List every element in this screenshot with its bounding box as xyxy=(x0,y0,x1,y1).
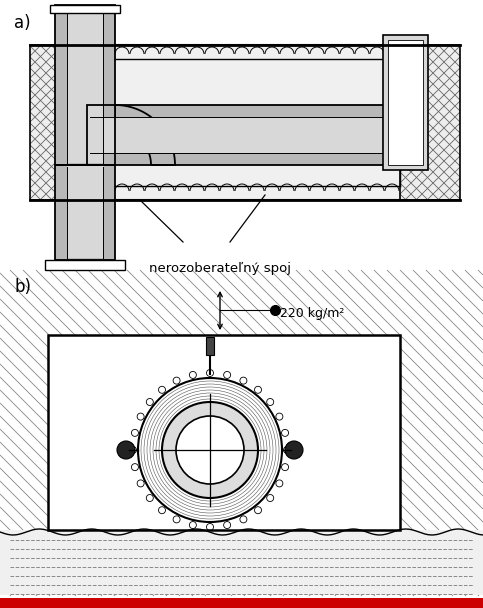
Bar xyxy=(50,5,120,13)
Bar xyxy=(400,45,460,200)
Bar xyxy=(0,530,483,595)
Bar xyxy=(67,5,103,163)
Circle shape xyxy=(162,402,258,498)
Bar xyxy=(85,45,400,200)
Text: a): a) xyxy=(14,14,30,32)
Bar xyxy=(87,105,385,165)
Polygon shape xyxy=(115,105,175,165)
Bar xyxy=(87,105,385,165)
Bar xyxy=(383,35,428,170)
Bar xyxy=(206,337,214,355)
Bar xyxy=(55,165,115,260)
Bar xyxy=(55,165,115,260)
Circle shape xyxy=(117,441,135,459)
Bar xyxy=(55,5,115,165)
Bar xyxy=(0,598,483,608)
Bar xyxy=(30,45,85,200)
Bar xyxy=(30,45,85,200)
Bar xyxy=(67,165,103,258)
Bar xyxy=(388,40,423,165)
Circle shape xyxy=(285,441,303,459)
Text: nerozoberateľný spoj: nerozoberateľný spoj xyxy=(149,262,291,275)
Text: 220 kg/m²: 220 kg/m² xyxy=(280,308,344,320)
Bar xyxy=(45,260,125,270)
Text: b): b) xyxy=(14,278,31,296)
Bar xyxy=(0,270,483,598)
Bar xyxy=(55,5,115,165)
Bar xyxy=(400,45,460,200)
Bar xyxy=(48,335,400,530)
Bar xyxy=(90,117,382,153)
Circle shape xyxy=(176,416,244,484)
